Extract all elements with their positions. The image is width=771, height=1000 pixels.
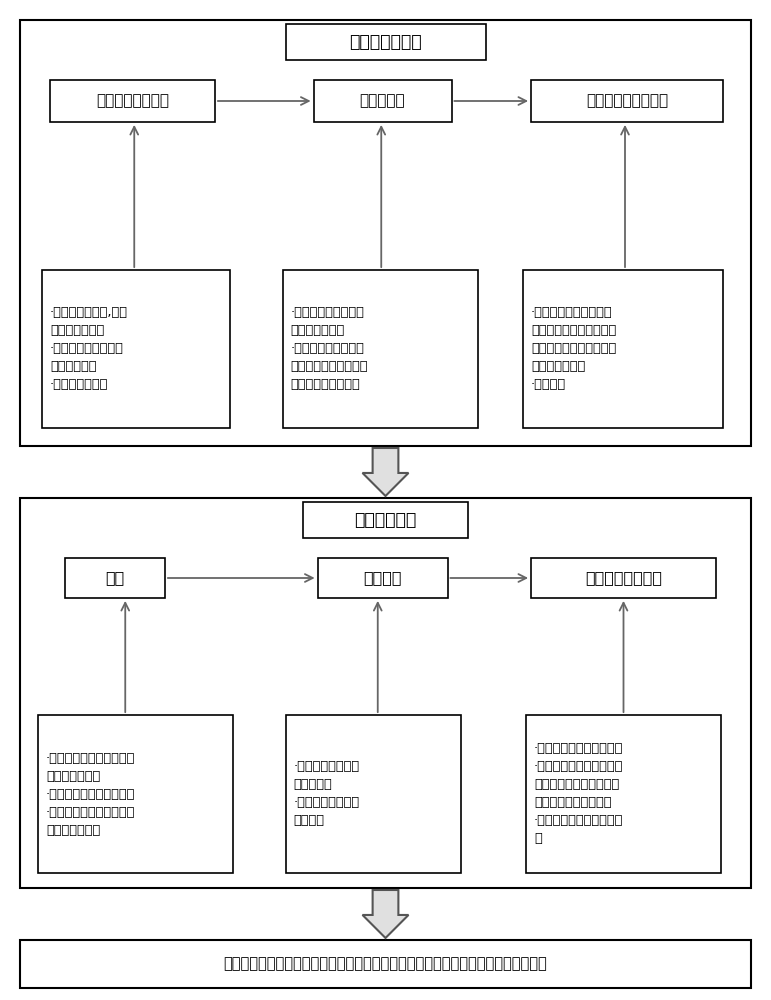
Bar bbox=[314, 80, 452, 122]
Text: ·将现场取得的软弱夹层
材料或按比例混合均匀配
制的软弱夹层相似材料调
节至所需含水率
·养护处理: ·将现场取得的软弱夹层 材料或按比例混合均匀配 制的软弱夹层相似材料调 节至所需… bbox=[531, 306, 616, 391]
Text: 原岩应力状态获取: 原岩应力状态获取 bbox=[96, 94, 169, 108]
Bar bbox=[38, 715, 233, 873]
Bar bbox=[526, 715, 721, 873]
Polygon shape bbox=[362, 890, 409, 938]
Text: ·称取与设定厚度对应质量
的软弱夹层材料
·旋转支座调整至所需角度
·将材料依次置于试样模具
中并做压实处理: ·称取与设定厚度对应质量 的软弱夹层材料 ·旋转支座调整至所需角度 ·将材料依次… bbox=[46, 752, 136, 836]
Bar bbox=[318, 558, 447, 598]
Text: ·通过千斤顶和压头
对试样加载
·将试样加载至原岩
应力水平: ·通过千斤顶和压头 对试样加载 ·将试样加载至原岩 应力水平 bbox=[294, 760, 359, 828]
Bar bbox=[20, 498, 751, 888]
Bar bbox=[531, 80, 723, 122]
Bar bbox=[42, 270, 230, 428]
Text: 软弱夹层材料的获取: 软弱夹层材料的获取 bbox=[586, 94, 668, 108]
Bar bbox=[303, 502, 468, 538]
Text: ·批量制得不同组合角
下的长方体岩样
·基于现场岩体结构面
的扫描数据对试样岩石
结构面进行打磨处理: ·批量制得不同组合角 下的长方体岩样 ·基于现场岩体结构面 的扫描数据对试样岩石… bbox=[291, 306, 368, 391]
Bar bbox=[20, 20, 751, 446]
Text: 最终制得能反映原岩应力状态且能体现组合角效应以及厚度效应的真三轴复合体试样: 最终制得能反映原岩应力状态且能体现组合角效应以及厚度效应的真三轴复合体试样 bbox=[224, 956, 547, 972]
Polygon shape bbox=[362, 448, 409, 496]
Text: 制样前准备工作: 制样前准备工作 bbox=[349, 33, 422, 51]
Bar bbox=[531, 558, 716, 598]
Text: 岩样的获取: 岩样的获取 bbox=[360, 94, 406, 108]
Text: 装样: 装样 bbox=[106, 570, 125, 585]
Bar bbox=[282, 270, 477, 428]
Text: ·试样脱模并测量试样尺寸
·对有偏差的试样精细打磨
至所需尺寸并确保试样表
面平整度达到试验标准
·对合格试样做编号养护处
理: ·试样脱模并测量试样尺寸 ·对有偏差的试样精细打磨 至所需尺寸并确保试样表 面平… bbox=[534, 742, 624, 846]
Bar bbox=[50, 80, 215, 122]
Bar bbox=[20, 940, 751, 988]
Bar bbox=[523, 270, 723, 428]
Text: 试样制备工作: 试样制备工作 bbox=[355, 511, 416, 529]
Text: 试样的标准化处理: 试样的标准化处理 bbox=[585, 570, 662, 585]
Bar bbox=[285, 24, 486, 60]
Text: 加载制样: 加载制样 bbox=[363, 570, 402, 585]
Bar bbox=[285, 715, 460, 873]
Bar bbox=[65, 558, 165, 598]
Text: ·通过水压致裂法,使试
样表面产生破裂
·通过分析裂缝痕迹计
算破裂面位置
·计算三维地应力: ·通过水压致裂法,使试 样表面产生破裂 ·通过分析裂缝痕迹计 算破裂面位置 ·计… bbox=[50, 306, 128, 391]
